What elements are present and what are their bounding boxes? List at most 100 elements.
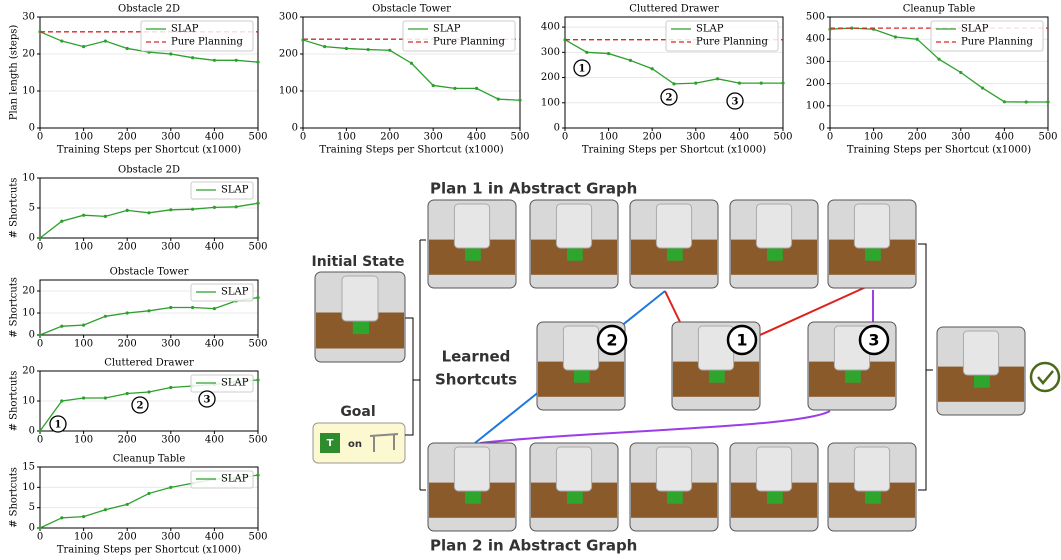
data-point	[234, 58, 238, 62]
data-point	[475, 86, 479, 91]
data-point	[38, 429, 42, 433]
data-point	[672, 82, 676, 86]
annotation-circle	[198, 390, 216, 408]
plot-frame	[829, 16, 1049, 129]
scene-gripper	[555, 446, 593, 492]
x-tick-label: 200	[118, 435, 137, 446]
x-tick-label: 400	[995, 132, 1014, 143]
shortcut-arrow	[479, 290, 874, 444]
x-tick-label: 300	[686, 132, 705, 143]
x-tick-label: 500	[248, 242, 267, 253]
y-tick-label: 200	[279, 49, 298, 60]
data-point	[937, 57, 941, 61]
data-point	[125, 46, 129, 51]
chart-title: Cleanup Table	[113, 454, 186, 465]
data-point	[147, 211, 151, 215]
x-axis-label: Training Steps per Shortcut (x1000)	[847, 145, 1031, 156]
success-icon	[1029, 361, 1061, 393]
y-axis-label: # Shortcuts	[9, 178, 20, 239]
scene-thumbnail	[629, 442, 719, 532]
scene-gripper	[655, 446, 693, 492]
annotation-circle	[726, 92, 744, 110]
x-tick-label: 400	[730, 132, 749, 143]
plan2-title: Plan 2 in Abstract Graph	[430, 537, 637, 555]
annotation: 2	[666, 93, 673, 104]
annotation: 2	[137, 401, 144, 412]
plot-frame	[39, 370, 259, 432]
x-tick-label: 400	[205, 132, 224, 143]
data-point	[38, 526, 42, 530]
data-point	[759, 81, 763, 85]
y-tick-label: 400	[806, 34, 825, 45]
scene-gripper	[755, 203, 793, 249]
data-point	[981, 86, 985, 90]
x-tick-label: 200	[118, 339, 137, 350]
data-point	[344, 46, 348, 51]
connector	[918, 243, 933, 491]
legend-box	[190, 181, 254, 200]
y-tick-label: 300	[279, 12, 298, 23]
x-tick-label: 500	[248, 132, 267, 143]
shortcut-badge-label: 1	[736, 331, 747, 350]
scene-gripper	[853, 446, 891, 492]
scene-gripper	[453, 446, 491, 492]
data-point	[716, 77, 720, 81]
scene-thumbnail	[827, 442, 917, 532]
data-point	[256, 296, 260, 300]
chart-title: Obstacle 2D	[118, 4, 180, 15]
data-point	[1024, 100, 1028, 104]
chart-title: Obstacle Tower	[372, 4, 451, 15]
data-point	[82, 396, 86, 400]
data-point	[409, 61, 414, 65]
annotation: 1	[55, 420, 62, 431]
chart-title: Obstacle 2D	[118, 165, 180, 176]
x-tick-label: 200	[908, 132, 927, 143]
series-line	[39, 296, 259, 336]
y-tick-label: 100	[541, 97, 560, 108]
legend-box	[930, 20, 1044, 52]
legend-box	[190, 374, 254, 393]
legend-box	[190, 470, 254, 489]
legend-label: SLAP	[961, 24, 989, 35]
scene-block	[464, 491, 481, 504]
x-tick-label: 300	[424, 132, 443, 143]
x-axis-label: Training Steps per Shortcut (x1000)	[319, 145, 503, 156]
data-point	[628, 58, 633, 62]
x-tick-label: 300	[161, 532, 180, 543]
shortcut-arrow	[664, 286, 867, 336]
y-tick-label: 5	[29, 203, 35, 214]
y-tick-label: 0	[554, 123, 560, 134]
y-tick-label: 20	[22, 366, 35, 377]
data-point	[103, 39, 107, 43]
x-tick-label: 0	[37, 242, 43, 253]
x-tick-label: 100	[74, 242, 93, 253]
x-tick-label: 400	[205, 339, 224, 350]
scene-thumbnail	[629, 199, 719, 289]
data-point	[893, 35, 898, 39]
data-point	[125, 311, 129, 315]
x-tick-label: 0	[37, 339, 43, 350]
y-tick-label: 10	[22, 86, 35, 97]
scene-gripper	[341, 275, 379, 322]
chart-title: Cluttered Drawer	[629, 4, 719, 15]
y-tick-label: 5	[29, 502, 35, 513]
data-point	[147, 491, 151, 496]
x-tick-label: 300	[161, 132, 180, 143]
diagram: Plan 1 in Abstract Graph Plan 2 in Abstr…	[312, 180, 1061, 555]
x-tick-label: 400	[467, 132, 486, 143]
shortcuts-label: Shortcuts	[435, 371, 517, 389]
chart-title: Cluttered Drawer	[104, 358, 194, 369]
x-tick-label: 500	[248, 435, 267, 446]
scene-gripper	[853, 203, 891, 249]
x-tick-label: 0	[827, 132, 833, 143]
data-point	[256, 60, 260, 64]
legend-label: Pure Planning	[696, 37, 768, 48]
shortcut-badge	[726, 324, 758, 356]
shortcut-badge-label: 3	[868, 331, 879, 350]
legend-box	[140, 20, 254, 52]
scene-gripper	[655, 203, 693, 249]
data-point	[82, 213, 86, 217]
